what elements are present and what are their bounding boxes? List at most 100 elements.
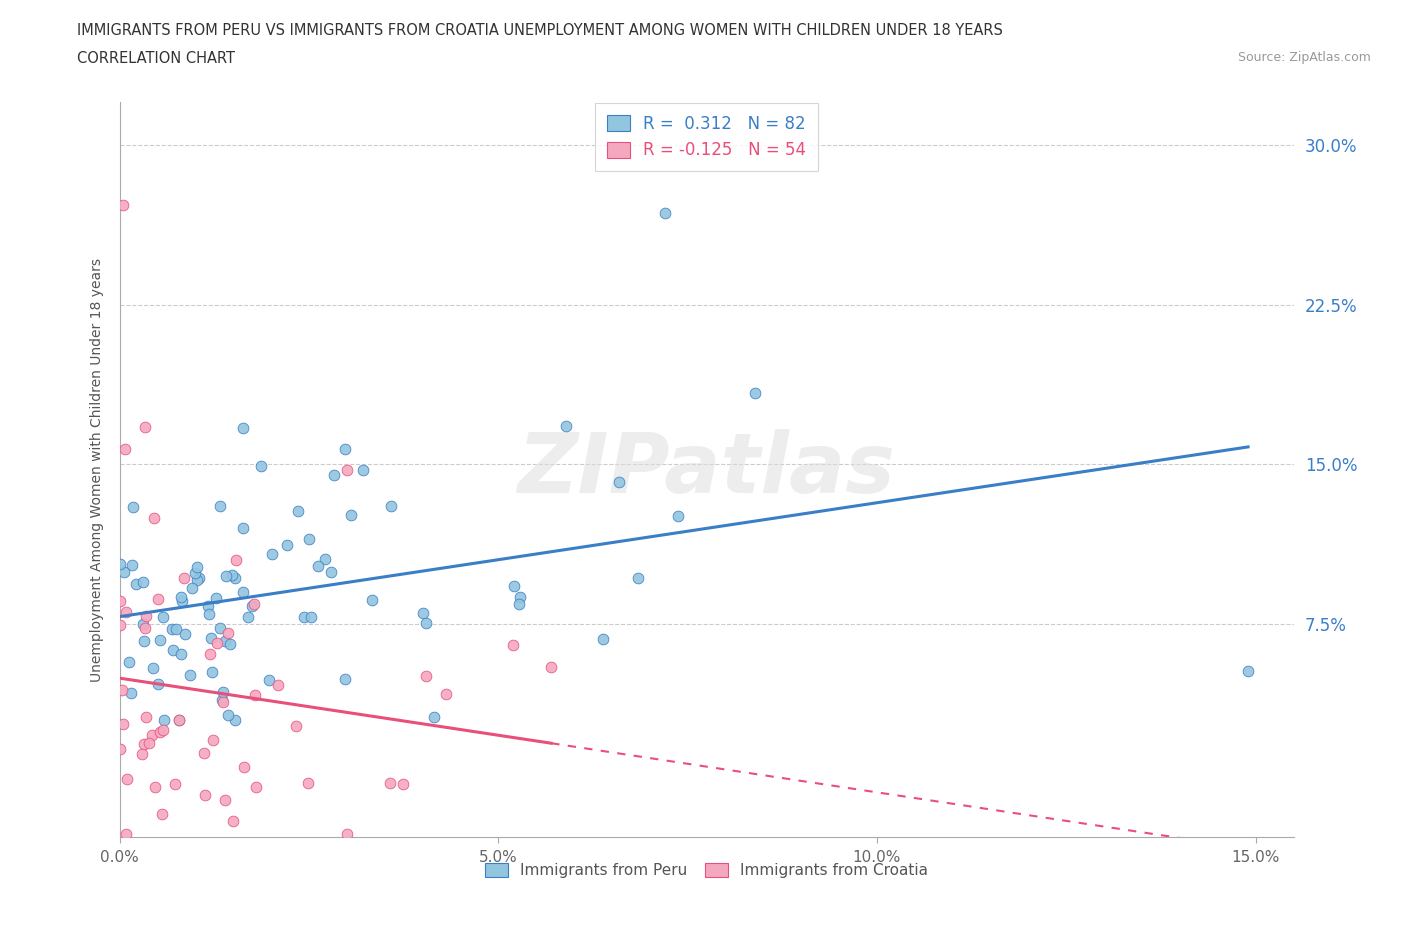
Point	[212, 695, 235, 710]
Point	[298, 532, 321, 547]
Point	[307, 559, 329, 574]
Point	[115, 826, 138, 841]
Point	[627, 570, 650, 585]
Point	[194, 788, 217, 803]
Point	[142, 660, 165, 675]
Point	[153, 712, 176, 727]
Point	[121, 558, 143, 573]
Point	[509, 590, 531, 604]
Point	[217, 626, 239, 641]
Point	[132, 617, 155, 631]
Point	[592, 631, 614, 646]
Point	[141, 727, 163, 742]
Point	[108, 556, 131, 571]
Point	[423, 710, 446, 724]
Point	[266, 677, 288, 692]
Point	[222, 814, 245, 829]
Point	[391, 777, 413, 791]
Point	[170, 646, 193, 661]
Text: Source: ZipAtlas.com: Source: ZipAtlas.com	[1237, 51, 1371, 64]
Point	[114, 604, 136, 619]
Point	[208, 498, 231, 513]
Point	[186, 573, 208, 588]
Point	[110, 618, 132, 632]
Point	[186, 559, 208, 574]
Point	[188, 570, 211, 585]
Point	[108, 593, 131, 608]
Point	[208, 620, 231, 635]
Point	[134, 737, 156, 751]
Point	[165, 621, 187, 636]
Point	[152, 610, 174, 625]
Point	[163, 877, 186, 892]
Point	[238, 610, 260, 625]
Point	[167, 712, 190, 727]
Point	[152, 723, 174, 737]
Point	[148, 632, 170, 647]
Point	[508, 596, 530, 611]
Point	[170, 590, 193, 604]
Y-axis label: Unemployment Among Women with Children Under 18 years: Unemployment Among Women with Children U…	[90, 258, 104, 682]
Point	[115, 772, 138, 787]
Point	[198, 606, 221, 621]
Point	[204, 591, 226, 605]
Point	[211, 693, 233, 708]
Point	[132, 633, 155, 648]
Point	[415, 668, 437, 683]
Point	[297, 776, 319, 790]
Point	[165, 777, 187, 791]
Point	[412, 605, 434, 620]
Point	[224, 712, 246, 727]
Point	[173, 570, 195, 585]
Point	[224, 570, 246, 585]
Point	[262, 547, 284, 562]
Point	[225, 552, 247, 567]
Point	[314, 551, 336, 566]
Point	[1237, 663, 1260, 678]
Point	[250, 458, 273, 473]
Point	[285, 719, 308, 734]
Point	[654, 206, 676, 220]
Point	[436, 687, 458, 702]
Point	[221, 567, 243, 582]
Point	[179, 667, 201, 682]
Point	[110, 741, 132, 756]
Point	[143, 511, 166, 525]
Point	[540, 659, 562, 674]
Point	[744, 386, 766, 401]
Text: ZIPatlas: ZIPatlas	[517, 429, 896, 511]
Point	[287, 503, 309, 518]
Point	[245, 688, 267, 703]
Point	[245, 779, 267, 794]
Point	[184, 565, 207, 580]
Point	[162, 642, 184, 657]
Point	[232, 520, 254, 535]
Point	[352, 463, 374, 478]
Point	[193, 745, 215, 760]
Point	[131, 746, 153, 761]
Point	[336, 827, 359, 842]
Point	[201, 665, 224, 680]
Point	[201, 733, 224, 748]
Point	[666, 509, 689, 524]
Legend: Immigrants from Peru, Immigrants from Croatia: Immigrants from Peru, Immigrants from Cr…	[478, 857, 935, 884]
Point	[380, 498, 402, 513]
Point	[148, 591, 170, 606]
Point	[167, 712, 190, 727]
Point	[232, 584, 254, 599]
Point	[198, 646, 221, 661]
Point	[111, 683, 134, 698]
Point	[172, 593, 194, 608]
Point	[378, 775, 401, 790]
Point	[240, 599, 263, 614]
Point	[292, 609, 315, 624]
Point	[132, 574, 155, 589]
Point	[111, 716, 134, 731]
Point	[205, 636, 228, 651]
Point	[197, 599, 219, 614]
Point	[212, 684, 235, 699]
Point	[112, 197, 135, 212]
Point	[200, 631, 222, 645]
Point	[322, 467, 344, 482]
Point	[321, 565, 343, 579]
